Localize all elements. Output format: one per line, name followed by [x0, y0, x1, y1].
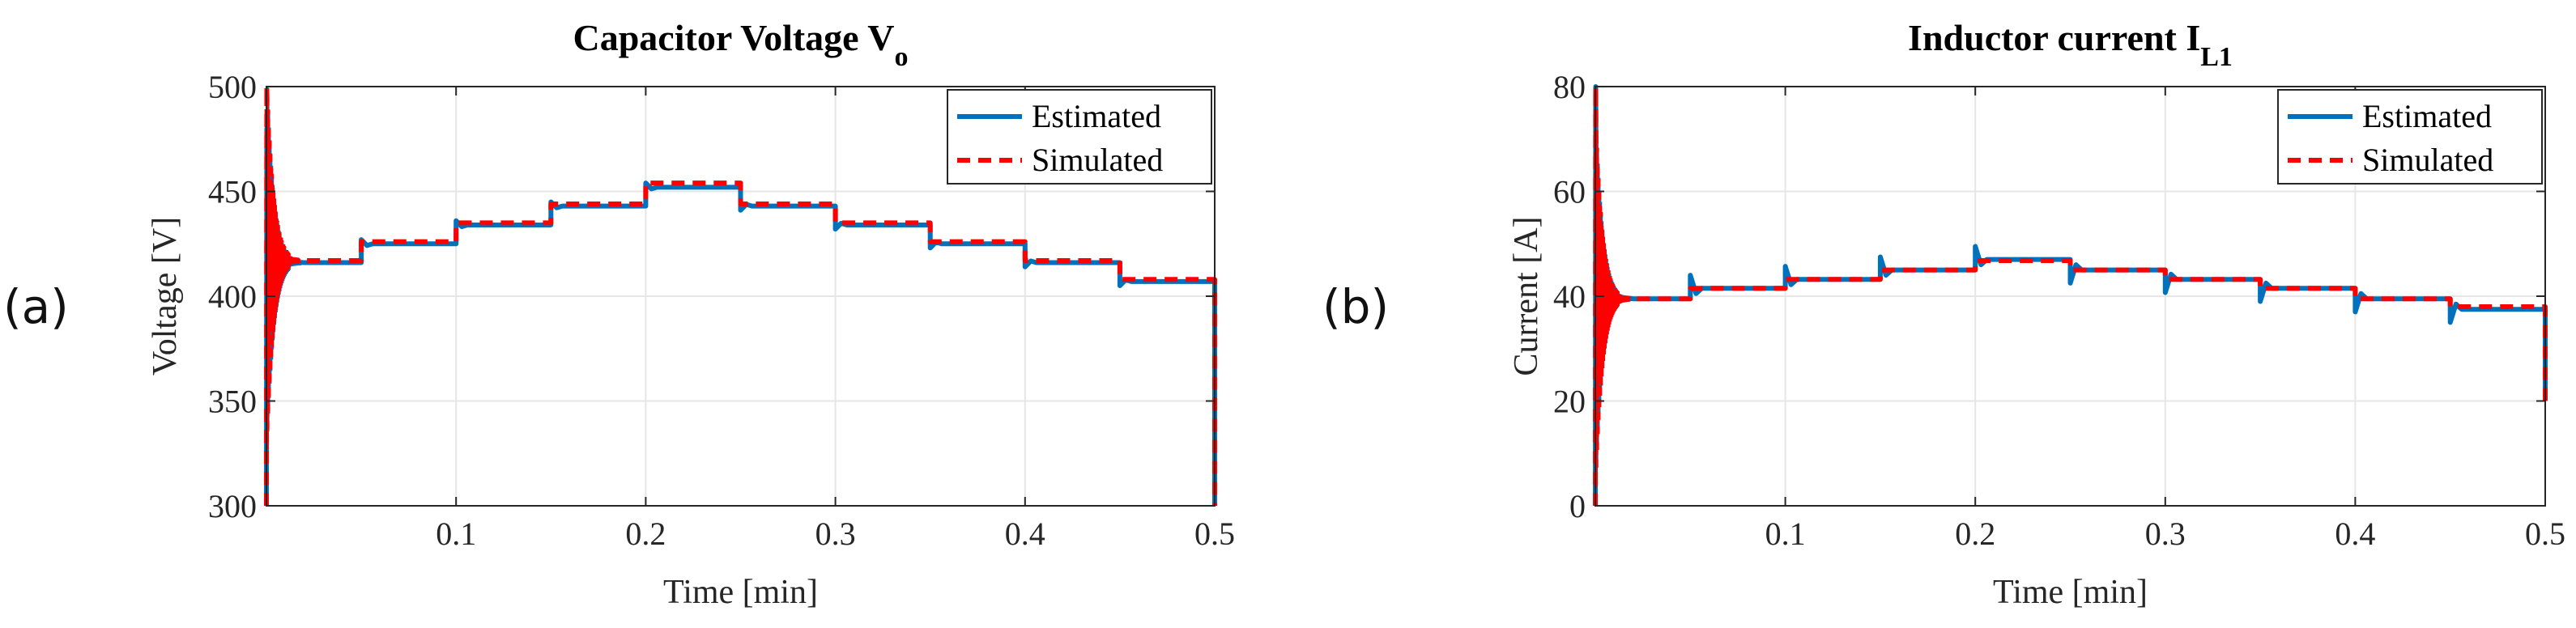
y-tick-label: 40: [1553, 278, 1586, 315]
x-tick-label: 0.3: [815, 516, 856, 552]
y-tick-label: 400: [208, 278, 257, 315]
y-tick-label: 300: [208, 488, 257, 524]
y-axis-label: Voltage [V]: [147, 217, 184, 376]
legend-label-estimated: Estimated: [1032, 98, 1161, 134]
y-tick-label: 350: [208, 384, 257, 420]
panel-label-b: (b): [1322, 279, 1390, 334]
x-tick-label: 0.2: [625, 516, 666, 552]
x-tick-label: 0.5: [1194, 516, 1235, 552]
y-tick-label: 20: [1553, 384, 1586, 420]
x-tick-label: 0.4: [2335, 516, 2375, 552]
chart-title-main: Capacitor Voltage V: [573, 17, 895, 58]
chart-title-main: Inductor current I: [1908, 17, 2200, 58]
y-tick-label: 60: [1553, 174, 1586, 210]
series-transient-simulated: [266, 87, 291, 450]
legend-box: [947, 89, 1212, 185]
x-tick-label: 0.4: [1005, 516, 1045, 552]
y-tick-label: 80: [1553, 69, 1586, 105]
x-tick-label: 0.5: [2525, 516, 2565, 552]
chart-title-subscript: o: [894, 42, 908, 72]
x-axis-label: Time [min]: [1993, 574, 2148, 611]
y-tick-label: 0: [1569, 488, 1586, 524]
x-tick-label: 0.1: [436, 516, 476, 552]
x-tick-label: 0.1: [1765, 516, 1806, 552]
legend-label-simulated: Simulated: [2362, 142, 2493, 178]
chart-title: Inductor current IL1: [1908, 17, 2233, 72]
chart-title: Capacitor Voltage Vo: [573, 17, 909, 72]
x-tick-label: 0.2: [1955, 516, 1995, 552]
legend-box: [2277, 89, 2543, 185]
x-axis-label: Time [min]: [663, 574, 818, 611]
y-tick-label: 500: [208, 69, 257, 105]
series-transient-simulated: [1595, 110, 1620, 488]
chart-capacitor-voltage: Capacitor Voltage Vo 0.1 0.2 0.3 0.4 0.5 300 35…: [147, 17, 1235, 611]
legend-label-estimated: Estimated: [2362, 98, 2492, 134]
y-tick-label: 450: [208, 174, 257, 210]
y-axis-label: Current [A]: [1508, 216, 1545, 376]
x-tick-label: 0.3: [2145, 516, 2186, 552]
panel-label-a: (a): [3, 279, 69, 334]
legend-label-simulated: Simulated: [1032, 142, 1163, 178]
chart-title-subscript: L1: [2200, 42, 2233, 72]
chart-inductor-current: Inductor current IL1 0.1 0.2 0.3 0.4 0.5 0 20 40…: [1508, 17, 2565, 611]
